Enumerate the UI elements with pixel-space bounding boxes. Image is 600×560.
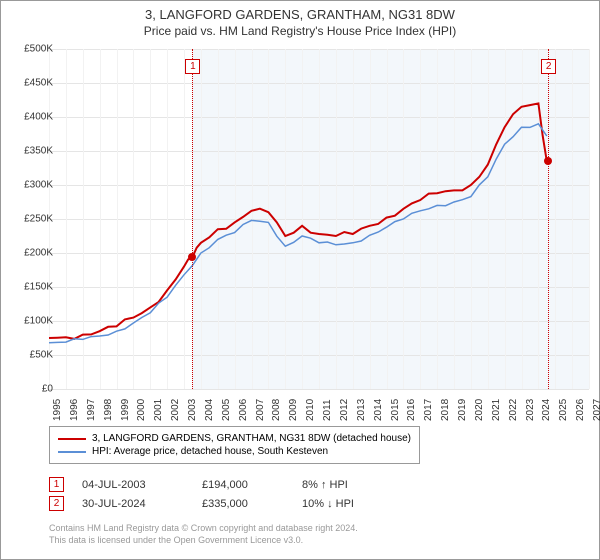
footer-line-2: This data is licensed under the Open Gov… — [49, 535, 358, 547]
x-axis-label: 1995 — [52, 399, 63, 421]
x-axis-label: 2005 — [221, 399, 232, 421]
x-axis-label: 2022 — [508, 399, 519, 421]
x-axis-label: 2021 — [491, 399, 502, 421]
y-axis-label: £350K — [9, 146, 53, 157]
gridline-h — [49, 389, 589, 390]
y-axis-label: £250K — [9, 214, 53, 225]
sale-row: 2 30-JUL-2024£335,00010% ↓ HPI — [49, 496, 432, 511]
x-axis-label: 2025 — [558, 399, 569, 421]
marker-line-2 — [548, 49, 549, 389]
marker-dot-1 — [188, 253, 196, 261]
x-axis-label: 2009 — [288, 399, 299, 421]
line-series-svg — [49, 49, 589, 389]
x-axis-label: 2015 — [390, 399, 401, 421]
x-axis-label: 2002 — [170, 399, 181, 421]
x-axis-label: 2027 — [592, 399, 600, 421]
x-axis-label: 2000 — [136, 399, 147, 421]
x-axis-label: 1997 — [86, 399, 97, 421]
gridline-v — [589, 49, 590, 389]
chart-subtitle: Price paid vs. HM Land Registry's House … — [1, 24, 599, 38]
legend-swatch — [58, 438, 86, 440]
x-axis-label: 2024 — [541, 399, 552, 421]
sales-table: 1 04-JUL-2003£194,0008% ↑ HPI 2 30-JUL-2024… — [49, 473, 432, 515]
marker-line-1 — [192, 49, 193, 389]
x-axis-label: 2008 — [271, 399, 282, 421]
sale-id-box: 1 — [49, 477, 64, 492]
x-axis-label: 1998 — [103, 399, 114, 421]
legend-label: 3, LANGFORD GARDENS, GRANTHAM, NG31 8DW … — [92, 433, 411, 444]
marker-label-1: 1 — [185, 59, 200, 74]
series-line-1 — [49, 124, 547, 343]
marker-label-2: 2 — [541, 59, 556, 74]
footer-attribution: Contains HM Land Registry data © Crown c… — [49, 523, 358, 546]
x-axis-label: 2023 — [525, 399, 536, 421]
x-axis-label: 2003 — [187, 399, 198, 421]
legend: 3, LANGFORD GARDENS, GRANTHAM, NG31 8DW … — [49, 426, 420, 464]
x-axis-label: 2006 — [238, 399, 249, 421]
x-axis-label: 2013 — [356, 399, 367, 421]
x-axis-label: 2007 — [255, 399, 266, 421]
title-block: 3, LANGFORD GARDENS, GRANTHAM, NG31 8DW … — [1, 1, 599, 38]
sale-price: £335,000 — [202, 498, 302, 510]
y-axis-label: £400K — [9, 112, 53, 123]
legend-label: HPI: Average price, detached house, Sout… — [92, 446, 328, 457]
x-axis-label: 2016 — [406, 399, 417, 421]
x-axis-label: 2018 — [440, 399, 451, 421]
y-axis-label: £150K — [9, 282, 53, 293]
x-axis-label: 1996 — [69, 399, 80, 421]
chart-title: 3, LANGFORD GARDENS, GRANTHAM, NG31 8DW — [1, 7, 599, 22]
y-axis-label: £450K — [9, 78, 53, 89]
sale-delta: 8% ↑ HPI — [302, 479, 432, 491]
series-line-0 — [49, 103, 547, 339]
y-axis-label: £0 — [9, 384, 53, 395]
x-axis-label: 2011 — [322, 399, 333, 421]
x-axis-label: 2019 — [457, 399, 468, 421]
legend-item: 3, LANGFORD GARDENS, GRANTHAM, NG31 8DW … — [58, 433, 411, 444]
x-axis-label: 1999 — [120, 399, 131, 421]
chart-container: 3, LANGFORD GARDENS, GRANTHAM, NG31 8DW … — [0, 0, 600, 560]
sale-price: £194,000 — [202, 479, 302, 491]
x-axis-label: 2014 — [373, 399, 384, 421]
x-axis-label: 2012 — [339, 399, 350, 421]
y-axis-label: £50K — [9, 350, 53, 361]
y-axis-label: £500K — [9, 44, 53, 55]
legend-swatch — [58, 451, 86, 453]
plot-area: 12 — [49, 49, 589, 389]
x-axis-label: 2026 — [575, 399, 586, 421]
sale-date: 30-JUL-2024 — [82, 498, 202, 510]
footer-line-1: Contains HM Land Registry data © Crown c… — [49, 523, 358, 535]
x-axis-label: 2001 — [153, 399, 164, 421]
x-axis-label: 2020 — [474, 399, 485, 421]
sale-id-box: 2 — [49, 496, 64, 511]
y-axis-label: £100K — [9, 316, 53, 327]
y-axis-label: £200K — [9, 248, 53, 259]
y-axis-label: £300K — [9, 180, 53, 191]
marker-dot-2 — [544, 157, 552, 165]
x-axis-label: 2010 — [305, 399, 316, 421]
sale-row: 1 04-JUL-2003£194,0008% ↑ HPI — [49, 477, 432, 492]
sale-delta: 10% ↓ HPI — [302, 498, 432, 510]
legend-item: HPI: Average price, detached house, Sout… — [58, 446, 411, 457]
sale-date: 04-JUL-2003 — [82, 479, 202, 491]
x-axis-label: 2017 — [423, 399, 434, 421]
x-axis-label: 2004 — [204, 399, 215, 421]
